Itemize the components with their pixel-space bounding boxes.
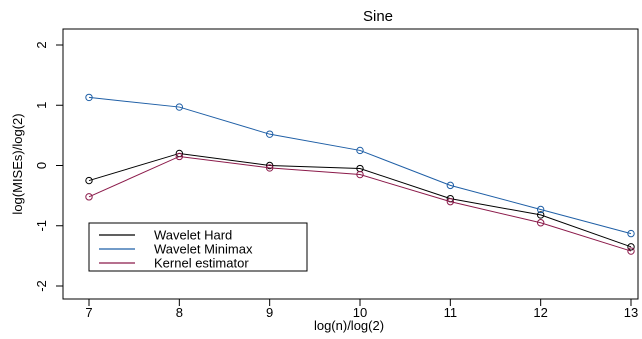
series-wavelet-minimax	[85, 93, 635, 238]
series-line	[88, 96, 632, 235]
y-axis-title: log(MISEs)/log(2)	[10, 113, 25, 214]
data-point	[356, 170, 364, 179]
x-tick-label: 13	[624, 305, 638, 320]
data-point	[85, 93, 93, 102]
data-point	[536, 219, 545, 227]
data-point	[85, 176, 93, 185]
legend-label: Wavelet Hard	[154, 228, 232, 243]
series-line	[88, 155, 632, 252]
y-tick-label: 0	[34, 162, 49, 169]
data-point	[265, 161, 274, 170]
legend-label: Wavelet Minimax	[154, 242, 253, 257]
y-axis: -2 -1 0 1 2	[34, 41, 63, 292]
data-point	[265, 164, 274, 172]
x-axis: 7 8 9 10 11 12 13	[85, 299, 638, 320]
x-tick-label: 7	[85, 305, 92, 320]
data-point	[175, 152, 184, 161]
x-tick-label: 10	[353, 305, 367, 320]
x-axis-title: log(n)/log(2)	[314, 318, 384, 333]
data-point	[536, 205, 545, 214]
data-point	[627, 229, 635, 238]
data-point	[627, 247, 635, 255]
x-tick-label: 8	[176, 305, 183, 320]
data-point	[446, 181, 455, 190]
data-point	[85, 193, 93, 201]
plot-frame	[62, 28, 639, 300]
series-layer	[85, 93, 635, 255]
data-point	[356, 146, 364, 155]
data-point	[536, 211, 545, 219]
data-point	[265, 130, 274, 138]
data-point	[175, 103, 184, 111]
y-tick-label: -2	[34, 280, 49, 292]
legend-label: Kernel estimator	[154, 256, 249, 271]
data-point	[446, 197, 455, 206]
data-point	[627, 243, 635, 251]
y-tick-label: 2	[34, 41, 49, 48]
series-kernel-estimator	[85, 152, 635, 255]
chart-title: Sine	[363, 8, 393, 25]
y-tick-label: 1	[34, 102, 49, 109]
x-tick-label: 9	[266, 305, 273, 320]
x-tick-label: 12	[533, 305, 547, 320]
x-tick-label: 11	[444, 305, 458, 320]
y-tick-label: -1	[34, 220, 49, 232]
